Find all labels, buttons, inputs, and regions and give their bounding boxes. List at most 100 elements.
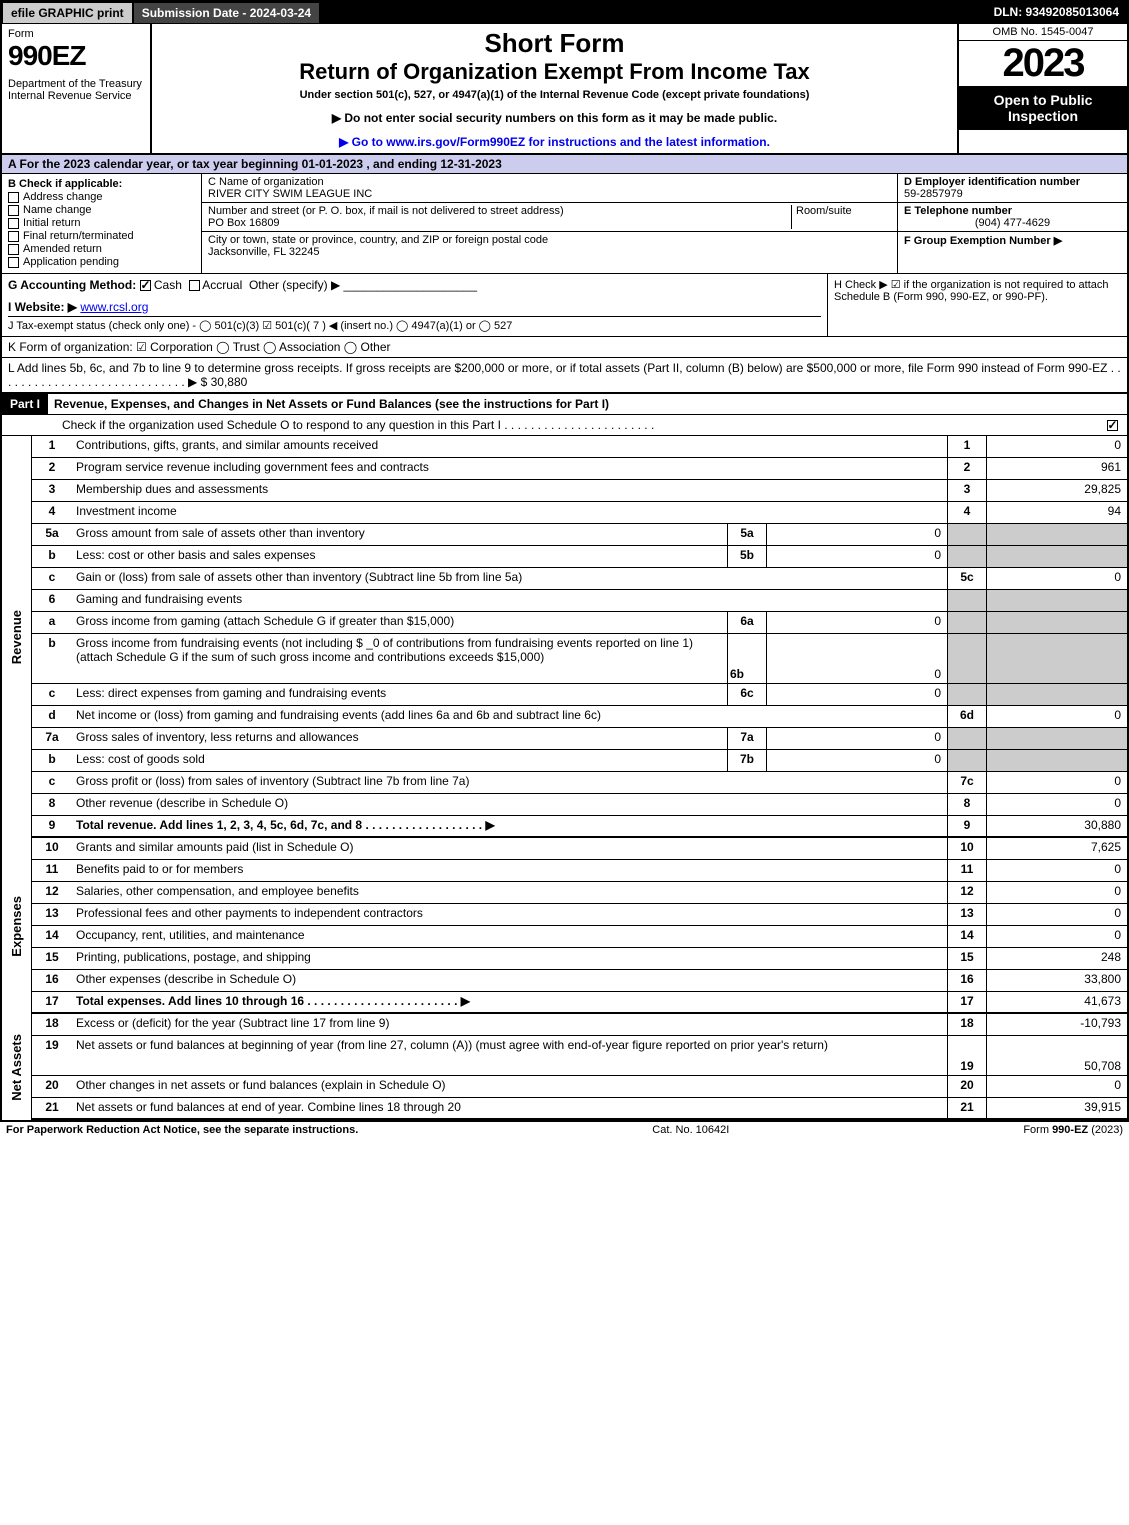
row-5b-mini: 5b xyxy=(727,546,767,567)
row-3-col: 3 xyxy=(947,480,987,501)
line-k: K Form of organization: ☑ Corporation ◯ … xyxy=(2,337,1127,358)
website-link[interactable]: ▶ Go to www.irs.gov/Form990EZ for instru… xyxy=(162,135,947,149)
row-9-col: 9 xyxy=(947,816,987,836)
netassets-section-label: Net Assets xyxy=(9,1034,24,1101)
row-13-col: 13 xyxy=(947,904,987,925)
row-19-col: 19 xyxy=(947,1036,987,1075)
row-2-desc: Program service revenue including govern… xyxy=(72,458,947,479)
row-16-desc: Other expenses (describe in Schedule O) xyxy=(72,970,947,991)
form-number: 990EZ xyxy=(8,40,144,72)
row-11-num: 11 xyxy=(32,860,72,881)
row-2-value: 961 xyxy=(987,458,1127,479)
row-2-col: 2 xyxy=(947,458,987,479)
revenue-section-label: Revenue xyxy=(9,610,24,664)
row-15-desc: Printing, publications, postage, and shi… xyxy=(72,948,947,969)
part-1-badge: Part I xyxy=(2,394,48,414)
opt-final-return: Final return/terminated xyxy=(23,230,134,242)
org-name-label: C Name of organization xyxy=(208,176,891,188)
row-17-col: 17 xyxy=(947,992,987,1012)
cash-checkbox[interactable] xyxy=(140,280,151,291)
row-18-col: 18 xyxy=(947,1014,987,1035)
row-6b-mval: 0 xyxy=(767,634,947,683)
line-a: A For the 2023 calendar year, or tax yea… xyxy=(2,155,1127,174)
initial-return-checkbox[interactable] xyxy=(8,218,19,229)
schedule-o-checkbox[interactable] xyxy=(1107,420,1118,431)
row-13-num: 13 xyxy=(32,904,72,925)
part-1-subtitle-row: Check if the organization used Schedule … xyxy=(2,415,1127,436)
row-5c-desc: Gain or (loss) from sale of assets other… xyxy=(72,568,947,589)
line-j: J Tax-exempt status (check only one) - ◯… xyxy=(8,317,821,332)
line-g-label: G Accounting Method: xyxy=(8,278,136,292)
final-return-checkbox[interactable] xyxy=(8,231,19,242)
row-1-col: 1 xyxy=(947,436,987,457)
row-7b-shade1 xyxy=(947,750,987,771)
accrual-label: Accrual xyxy=(202,278,242,292)
ein-label: D Employer identification number xyxy=(904,176,1121,188)
omb-number: OMB No. 1545-0047 xyxy=(959,24,1127,41)
row-6c-shade2 xyxy=(987,684,1127,705)
row-4-desc: Investment income xyxy=(72,502,947,523)
ssn-warning: ▶ Do not enter social security numbers o… xyxy=(162,111,947,125)
row-21-value: 39,915 xyxy=(987,1098,1127,1118)
row-14-value: 0 xyxy=(987,926,1127,947)
row-12-value: 0 xyxy=(987,882,1127,903)
footer-center: Cat. No. 10642I xyxy=(652,1124,729,1136)
name-change-checkbox[interactable] xyxy=(8,205,19,216)
row-6b-num: b xyxy=(32,634,72,683)
footer-left: For Paperwork Reduction Act Notice, see … xyxy=(6,1124,358,1136)
gh-block: G Accounting Method: Cash Accrual Other … xyxy=(2,274,1127,337)
accrual-checkbox[interactable] xyxy=(189,280,200,291)
form-title-1: Short Form xyxy=(162,28,947,59)
row-16-value: 33,800 xyxy=(987,970,1127,991)
row-6d-col: 6d xyxy=(947,706,987,727)
row-3-desc: Membership dues and assessments xyxy=(72,480,947,501)
row-21-num: 21 xyxy=(32,1098,72,1118)
row-7a-shade1 xyxy=(947,728,987,749)
line-l: L Add lines 5b, 6c, and 7b to line 9 to … xyxy=(2,358,1127,394)
line-h: H Check ▶ ☑ if the organization is not r… xyxy=(827,274,1127,336)
row-21-col: 21 xyxy=(947,1098,987,1118)
row-7b-shade2 xyxy=(987,750,1127,771)
efile-print-button[interactable]: efile GRAPHIC print xyxy=(2,2,133,24)
row-18-num: 18 xyxy=(32,1014,72,1035)
form-subtitle: Under section 501(c), 527, or 4947(a)(1)… xyxy=(162,89,947,101)
row-5a-num: 5a xyxy=(32,524,72,545)
page-footer: For Paperwork Reduction Act Notice, see … xyxy=(0,1122,1129,1138)
amended-return-checkbox[interactable] xyxy=(8,244,19,255)
row-6c-shade1 xyxy=(947,684,987,705)
row-3-value: 29,825 xyxy=(987,480,1127,501)
row-6a-num: a xyxy=(32,612,72,633)
row-6a-mini: 6a xyxy=(727,612,767,633)
row-6c-mval: 0 xyxy=(767,684,947,705)
row-16-num: 16 xyxy=(32,970,72,991)
row-13-value: 0 xyxy=(987,904,1127,925)
submission-date: Submission Date - 2024-03-24 xyxy=(133,2,320,24)
other-method-label: Other (specify) ▶ xyxy=(249,278,340,292)
row-19-num: 19 xyxy=(32,1036,72,1075)
row-14-desc: Occupancy, rent, utilities, and maintena… xyxy=(72,926,947,947)
row-5a-desc: Gross amount from sale of assets other t… xyxy=(72,524,727,545)
row-7a-shade2 xyxy=(987,728,1127,749)
city-value: Jacksonville, FL 32245 xyxy=(208,246,891,258)
form-title-2: Return of Organization Exempt From Incom… xyxy=(162,59,947,85)
address-value: PO Box 16809 xyxy=(208,217,791,229)
part-1-header: Part I Revenue, Expenses, and Changes in… xyxy=(2,394,1127,415)
row-5a-shade2 xyxy=(987,524,1127,545)
city-label: City or town, state or province, country… xyxy=(208,234,891,246)
row-6a-shade1 xyxy=(947,612,987,633)
row-20-desc: Other changes in net assets or fund bala… xyxy=(72,1076,947,1097)
part-1-subtitle: Check if the organization used Schedule … xyxy=(2,415,1097,435)
opt-initial-return: Initial return xyxy=(23,217,80,229)
section-b: B Check if applicable: Address change Na… xyxy=(2,174,202,273)
row-6d-value: 0 xyxy=(987,706,1127,727)
address-change-checkbox[interactable] xyxy=(8,192,19,203)
row-6-num: 6 xyxy=(32,590,72,611)
website-value[interactable]: www.rcsl.org xyxy=(80,300,148,314)
row-7b-mval: 0 xyxy=(767,750,947,771)
row-8-value: 0 xyxy=(987,794,1127,815)
row-12-desc: Salaries, other compensation, and employ… xyxy=(72,882,947,903)
section-c: C Name of organization RIVER CITY SWIM L… xyxy=(202,174,897,273)
opt-amended-return: Amended return xyxy=(23,243,102,255)
row-11-desc: Benefits paid to or for members xyxy=(72,860,947,881)
application-pending-checkbox[interactable] xyxy=(8,257,19,268)
